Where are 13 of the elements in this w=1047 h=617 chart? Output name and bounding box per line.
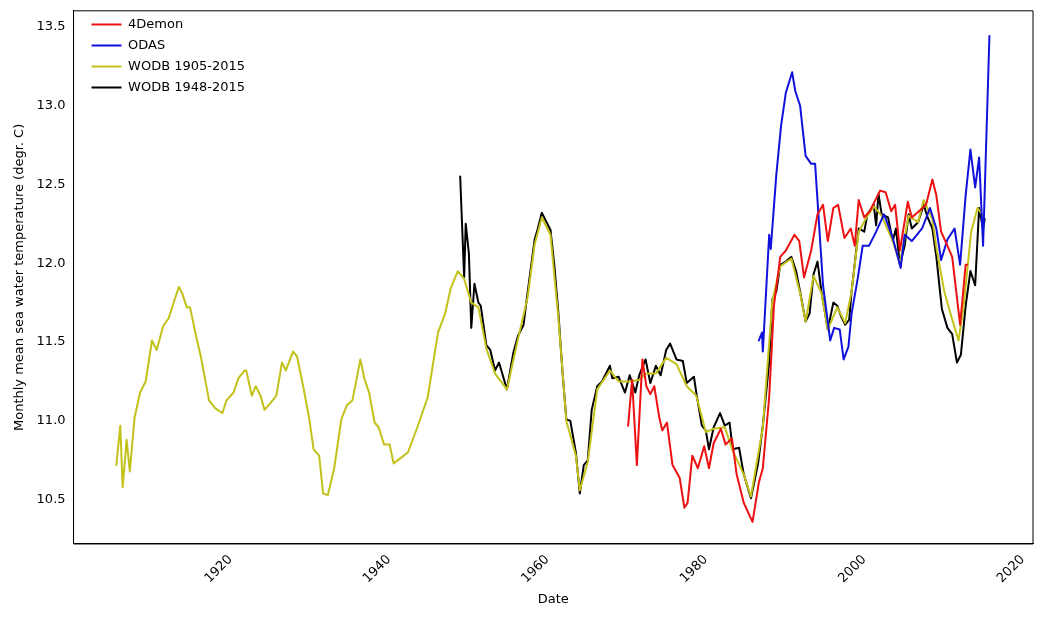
- y-tick-label: 11.5: [36, 333, 66, 349]
- legend-label: WODB 1905-2015: [128, 57, 246, 73]
- legend-label: 4Demon: [128, 15, 184, 31]
- y-tick-label: 11.0: [36, 412, 66, 428]
- y-tick-label: 13.0: [36, 96, 66, 112]
- legend-label: WODB 1948-2015: [128, 78, 246, 94]
- x-axis-title: Date: [537, 590, 569, 606]
- y-tick-label: 12.5: [36, 175, 66, 191]
- y-tick-label: 12.0: [36, 254, 66, 270]
- y-tick-label: 13.5: [36, 17, 66, 33]
- y-axis-title: Monthly mean sea water temperature (degr. C): [11, 123, 27, 431]
- y-tick-label: 10.5: [36, 491, 66, 507]
- legend-label: ODAS: [128, 36, 166, 52]
